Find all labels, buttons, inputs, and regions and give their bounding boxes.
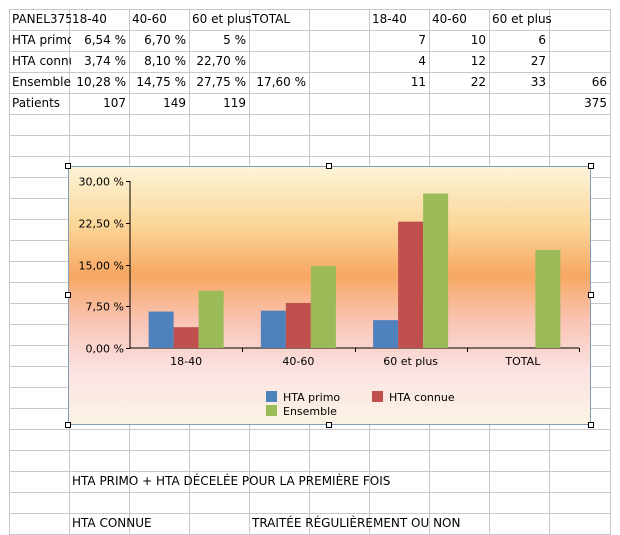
resize-handle[interactable] [588, 163, 594, 169]
table-cell[interactable]: 18-40 [72, 12, 107, 26]
table-cell[interactable]: 22,70 % [196, 54, 246, 68]
table-cell[interactable]: 6 [538, 33, 546, 47]
legend-swatch [266, 391, 277, 402]
bar-hta-primo [373, 320, 399, 348]
bar-ensemble [310, 265, 336, 348]
resize-handle[interactable] [588, 422, 594, 428]
table-cell[interactable]: 10 [470, 33, 486, 47]
resize-handle[interactable] [65, 163, 71, 169]
table-cell[interactable]: 10,28 % [76, 75, 126, 89]
x-tick-label: 18-40 [170, 355, 202, 368]
table-cell[interactable]: 6,54 % [84, 33, 126, 47]
bar-ensemble [535, 250, 561, 348]
legend-swatch [266, 405, 277, 416]
table-cell[interactable]: 12 [470, 54, 486, 68]
y-tick-label: 7,50 % [86, 301, 124, 314]
table-cell[interactable]: 22 [470, 75, 486, 89]
bar-ensemble [198, 290, 224, 348]
grid-row-line [9, 72, 611, 73]
grid-column-line [610, 9, 611, 535]
grid-row-line [9, 30, 611, 31]
table-cell[interactable]: PANEL375 [12, 12, 71, 26]
x-tick-label: 40-60 [282, 355, 314, 368]
table-cell[interactable]: 119 [223, 96, 246, 110]
legend-swatch [372, 391, 383, 402]
table-cell[interactable]: 14,75 % [136, 75, 186, 89]
bar-hta-connue [285, 302, 311, 348]
table-cell[interactable]: 149 [163, 96, 186, 110]
bar-hta-connue [173, 327, 199, 348]
table-cell[interactable]: 40-60 [132, 12, 167, 26]
resize-handle[interactable] [326, 163, 332, 169]
grid-row-line [9, 9, 611, 10]
table-cell[interactable]: 8,10 % [144, 54, 186, 68]
note-cell[interactable]: HTA PRIMO + HTA DÉCELÉE POUR LA PREMIÈRE… [72, 474, 391, 488]
grid-row-line [9, 471, 611, 472]
table-cell[interactable]: Patients [12, 96, 61, 110]
note-cell[interactable]: TRAITÉE RÉGULIÈREMENT OU NON [252, 516, 461, 530]
table-cell[interactable]: HTA primo [12, 33, 71, 47]
table-cell[interactable]: 66 [591, 75, 607, 89]
table-cell[interactable]: 60 et plus [192, 12, 251, 26]
table-cell[interactable]: HTA connue [12, 54, 71, 68]
table-cell[interactable]: Ensemble [12, 75, 71, 89]
legend-label: Ensemble [283, 405, 337, 418]
legend-label: HTA connue [389, 391, 455, 404]
resize-handle[interactable] [326, 422, 332, 428]
table-cell[interactable]: 27,75 % [196, 75, 246, 89]
table-cell[interactable]: TOTAL [252, 12, 291, 26]
table-cell[interactable]: 3,74 % [84, 54, 126, 68]
table-cell[interactable]: 60 et plus [492, 12, 551, 26]
grid-row-line [9, 156, 611, 157]
table-cell[interactable]: 27 [530, 54, 546, 68]
y-tick-label: 22,50 % [79, 218, 124, 231]
x-tick-label: TOTAL [504, 355, 541, 368]
grid-row-line [9, 51, 611, 52]
bar-hta-connue [398, 221, 424, 348]
x-tick-label: 60 et plus [383, 355, 438, 368]
table-cell[interactable]: 18-40 [372, 12, 407, 26]
grid-column-line [9, 9, 10, 535]
table-cell[interactable]: 107 [103, 96, 126, 110]
bar-hta-primo [148, 311, 174, 348]
bar-ensemble [423, 193, 449, 348]
y-tick-label: 30,00 % [79, 176, 124, 189]
table-cell[interactable]: 11 [410, 75, 426, 89]
table-cell[interactable]: 40-60 [432, 12, 467, 26]
table-cell[interactable]: 4 [418, 54, 426, 68]
y-tick-label: 15,00 % [79, 260, 124, 273]
bar-chart-svg: 0,00 % 7,50 % 15,00 % 22,50 % 30,00 % 18-40 40… [69, 167, 590, 424]
legend-label: HTA primo [283, 391, 340, 404]
y-tick-label: 0,00 % [86, 343, 124, 356]
embedded-bar-chart[interactable]: 0,00 % 7,50 % 15,00 % 22,50 % 30,00 % 18-40 40… [68, 166, 591, 425]
resize-handle[interactable] [588, 292, 594, 298]
table-cell[interactable]: 33 [530, 75, 546, 89]
grid-row-line [9, 450, 611, 451]
grid-row-line [9, 114, 611, 115]
table-cell[interactable]: 375 [584, 96, 607, 110]
grid-row-line [9, 513, 611, 514]
bar-hta-primo [260, 310, 286, 348]
table-cell[interactable]: 17,60 % [256, 75, 306, 89]
resize-handle[interactable] [65, 292, 71, 298]
grid-row-line [9, 93, 611, 94]
resize-handle[interactable] [65, 422, 71, 428]
table-cell[interactable]: 6,70 % [144, 33, 186, 47]
grid-row-line [9, 429, 611, 430]
grid-row-line [9, 135, 611, 136]
table-cell[interactable]: 7 [418, 33, 426, 47]
grid-row-line [9, 492, 611, 493]
table-cell[interactable]: 5 % [223, 33, 246, 47]
